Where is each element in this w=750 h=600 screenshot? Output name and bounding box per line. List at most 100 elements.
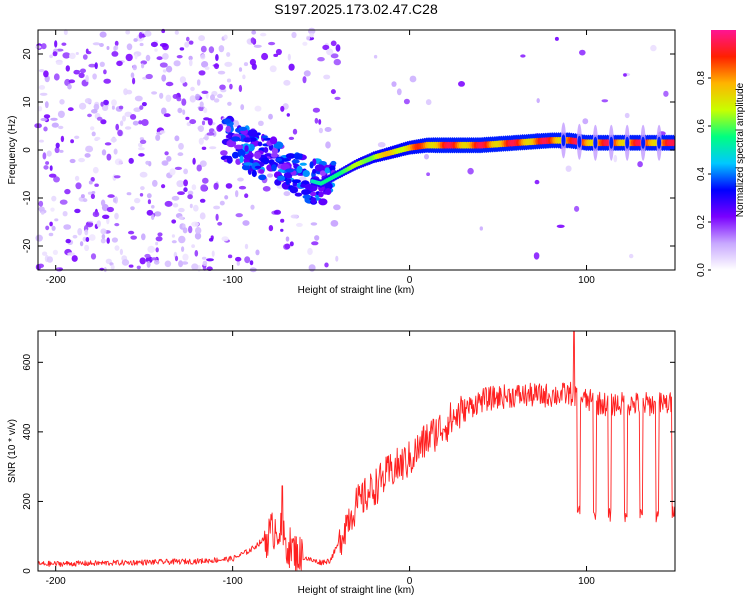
spectral-blob xyxy=(289,186,299,194)
spectral-blob xyxy=(333,204,341,211)
spectral-blob xyxy=(260,32,267,37)
spectral-blob xyxy=(94,136,101,141)
spectral-blob xyxy=(291,159,300,164)
spectral-blob xyxy=(162,69,167,73)
spectral-blob xyxy=(534,179,540,185)
spectral-blob xyxy=(191,184,197,191)
spectral-blob xyxy=(182,109,186,115)
spectral-blob xyxy=(285,236,290,242)
spectral-blob xyxy=(177,152,184,157)
spectral-blob xyxy=(302,170,310,177)
spectral-blob xyxy=(312,168,317,174)
spectral-blob xyxy=(90,177,95,182)
spectral-blob xyxy=(217,93,223,99)
spectral-blob xyxy=(133,38,138,42)
spectral-blob xyxy=(118,105,124,110)
spectral-blob xyxy=(202,177,209,184)
spectral-blob xyxy=(181,98,187,106)
spectral-blob xyxy=(174,166,182,170)
spectral-blob xyxy=(132,120,139,126)
spectral-blob xyxy=(467,167,474,175)
spectral-blob xyxy=(165,94,172,103)
spectral-blob xyxy=(39,139,44,143)
spectral-blob xyxy=(565,165,572,172)
spectral-blob xyxy=(556,224,565,228)
spectral-blob xyxy=(424,153,429,160)
spectral-blob xyxy=(231,136,241,142)
spectral-blob xyxy=(280,105,285,112)
spectral-blob xyxy=(273,209,281,215)
spectral-blob xyxy=(91,131,96,137)
spectral-blob xyxy=(302,41,308,46)
spectral-blob xyxy=(157,232,163,237)
spectral-blob xyxy=(57,110,65,119)
spectral-blob xyxy=(458,81,465,87)
spectral-blob xyxy=(93,103,100,111)
spectral-blob xyxy=(198,137,204,145)
spectral-blob xyxy=(79,241,84,247)
spectral-blob xyxy=(45,225,50,231)
spectral-blob xyxy=(138,142,143,148)
spectral-blob xyxy=(212,130,217,137)
spectral-blob xyxy=(251,30,257,35)
spectral-blob xyxy=(250,37,255,44)
spectral-blob xyxy=(114,158,123,166)
spectral-blob xyxy=(225,183,233,189)
spectral-blob xyxy=(138,32,143,39)
spectral-blob xyxy=(262,186,271,192)
spectral-blob xyxy=(51,195,57,202)
spectral-blob xyxy=(112,197,117,203)
spectral-blob xyxy=(302,194,312,199)
spectral-blob xyxy=(119,120,124,127)
spectrogram-y-ticks: -20 -10 0 10 20 xyxy=(22,48,675,253)
spectral-blob xyxy=(194,250,199,257)
spectral-blob xyxy=(61,42,67,46)
spectral-blob xyxy=(239,155,244,163)
spectral-blob xyxy=(189,59,193,67)
spectral-blob xyxy=(82,54,88,60)
spectral-blob xyxy=(139,171,148,178)
spectral-blob xyxy=(46,256,54,263)
spectral-blob xyxy=(208,238,214,242)
y-tick-label: -10 xyxy=(22,190,33,205)
spectral-blob xyxy=(43,114,51,119)
spectral-blob xyxy=(155,241,159,246)
spectral-blob xyxy=(104,142,112,146)
spectral-blob xyxy=(107,194,115,198)
spectral-blob xyxy=(139,193,144,197)
spectral-blob xyxy=(62,52,71,59)
spectral-blob xyxy=(111,237,118,243)
spectral-blob xyxy=(99,61,105,67)
spectral-blob xyxy=(69,52,76,60)
spectral-blob xyxy=(130,72,135,78)
spectral-blob xyxy=(202,136,209,140)
spectral-blob xyxy=(138,120,143,125)
spectral-blob xyxy=(391,81,397,87)
spectral-blob xyxy=(203,107,208,114)
spectral-blob xyxy=(182,253,189,261)
spectral-blob xyxy=(124,126,132,130)
spectral-blob xyxy=(243,162,253,166)
spectral-blob xyxy=(151,91,158,95)
spectral-blob xyxy=(88,63,96,68)
spectral-blob xyxy=(121,259,130,266)
spectral-smear xyxy=(593,136,598,149)
spectral-blob xyxy=(220,150,228,156)
spectral-blob xyxy=(280,218,285,223)
spectral-blob xyxy=(186,36,190,42)
spectral-blob xyxy=(330,160,337,166)
spectral-blob xyxy=(330,220,339,227)
spectral-blob xyxy=(43,70,49,78)
spectral-blob xyxy=(299,162,307,166)
spectral-blob xyxy=(67,107,74,112)
spectral-blob xyxy=(100,119,107,125)
spectral-blob xyxy=(90,193,95,199)
spectral-blob xyxy=(236,260,240,266)
spectral-blob xyxy=(206,258,214,262)
spectral-blob xyxy=(146,209,154,216)
x-tick-label: -100 xyxy=(223,275,243,286)
spectral-blob xyxy=(119,248,123,255)
spectral-blob xyxy=(311,241,319,246)
spectral-blob xyxy=(426,172,430,176)
